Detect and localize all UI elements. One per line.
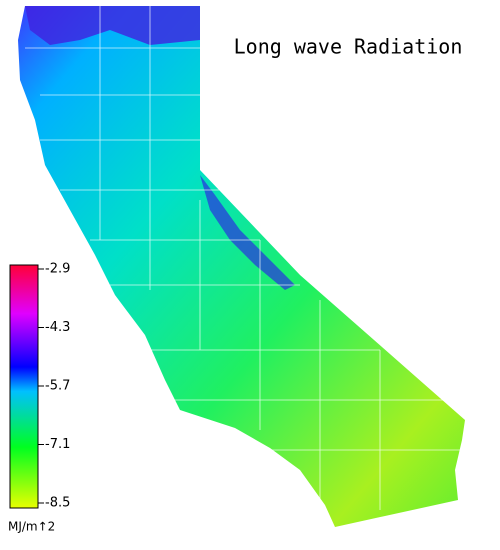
legend-unit: MJ/m↑2 — [8, 520, 55, 534]
legend-tick-label: -5.7 — [45, 379, 70, 394]
map-title: Long wave Radiation — [234, 35, 463, 59]
sierra-band — [200, 175, 295, 290]
legend-tick-label: -2.9 — [45, 262, 70, 277]
northern-high — [25, 6, 200, 45]
legend-tick-label: -4.3 — [45, 320, 70, 335]
california-map — [18, 6, 465, 527]
legend-tick-label: -8.5 — [45, 496, 70, 511]
color-bar — [9, 264, 39, 509]
color-legend: MJ/m↑2 -2.9 -4.3 -5.7 -7.1 -8.5 — [8, 262, 70, 534]
state-shape — [18, 6, 465, 527]
legend-tick-label: -7.1 — [45, 437, 70, 452]
county-lines — [25, 6, 460, 510]
